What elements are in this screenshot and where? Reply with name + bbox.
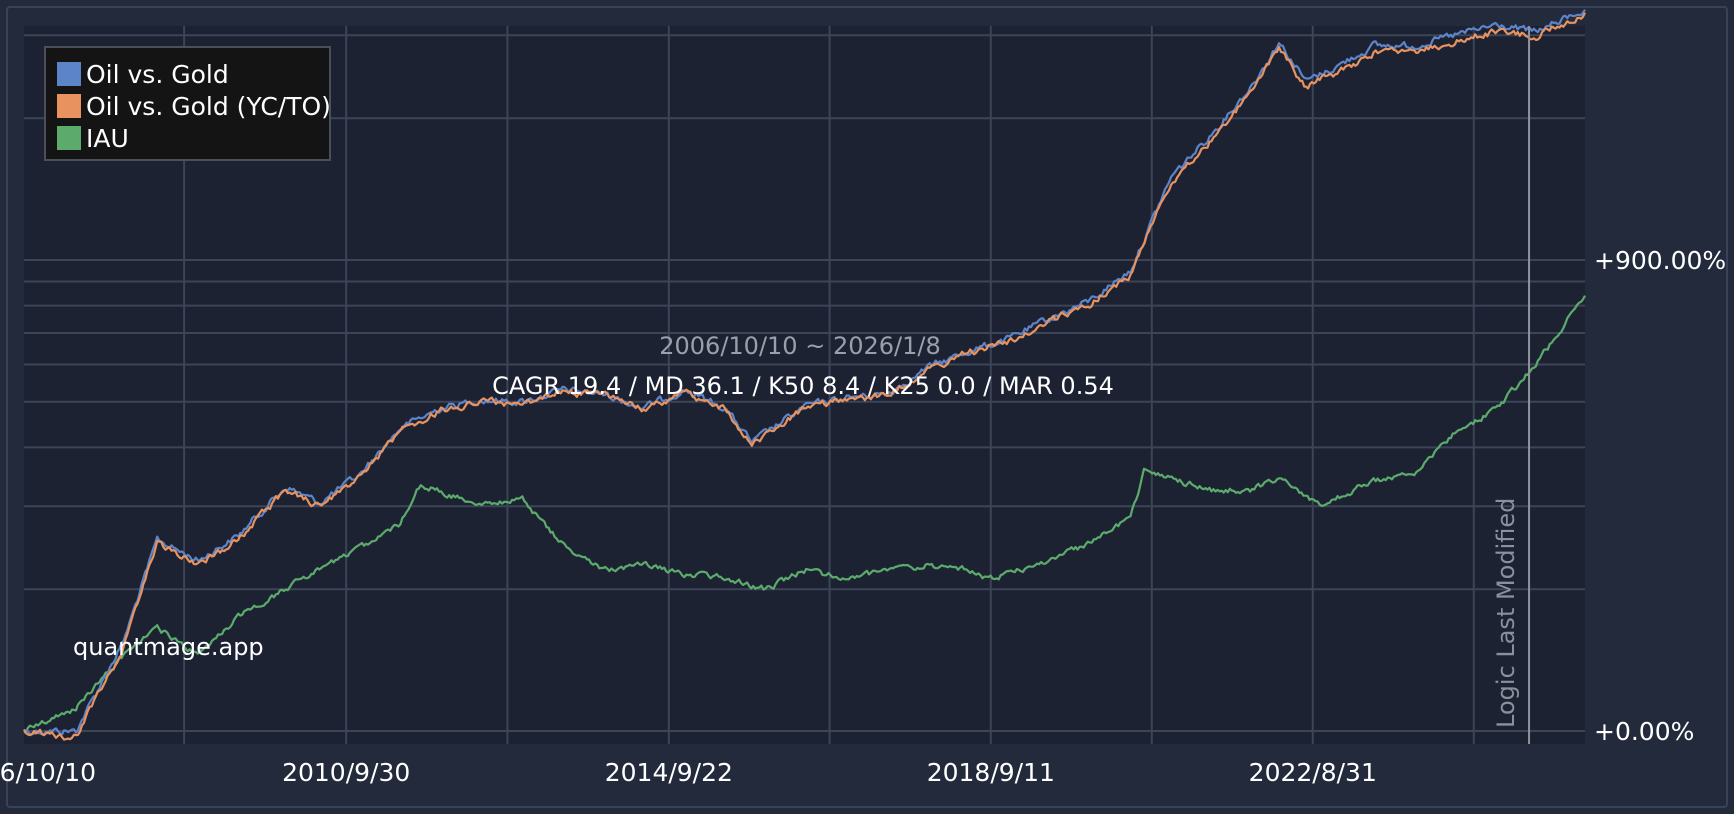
legend-label: Oil vs. Gold xyxy=(86,60,229,89)
legend-swatch xyxy=(57,126,81,150)
series-line-1 xyxy=(23,12,1586,741)
series-line-2 xyxy=(23,295,1586,734)
x-tick-label: 2018/9/11 xyxy=(927,758,1055,787)
y-tick-label: +0.00% xyxy=(1594,717,1694,746)
legend-swatch xyxy=(57,94,81,118)
y-tick-label: +900.00% xyxy=(1594,246,1726,275)
x-tick-label: 2022/8/31 xyxy=(1249,758,1377,787)
x-tick-label: 2014/9/22 xyxy=(605,758,733,787)
x-axis-ticks: 2006/10/10 2010/9/30 2014/9/22 2018/9/11 202… xyxy=(0,758,1377,787)
period-annotation: 2006/10/10 ~ 2026/1/8 xyxy=(659,332,940,360)
legend-swatch xyxy=(57,62,81,86)
watermark: quantmage.app xyxy=(73,633,264,661)
legend: Oil vs. Gold Oil vs. Gold (YC/TO) IAU xyxy=(44,46,331,161)
legend-label: Oil vs. Gold (YC/TO) xyxy=(86,92,331,121)
legend-box xyxy=(44,46,331,161)
stats-annotation: CAGR 19.4 / MD 36.1 / K50 8.4 / K25 0.0 … xyxy=(492,372,1114,400)
x-tick-label: 2006/10/10 xyxy=(0,758,96,787)
logic-last-modified-label: Logic Last Modified xyxy=(1492,498,1520,728)
x-tick-label: 2010/9/30 xyxy=(282,758,410,787)
y-axis-ticks: +0.00% +900.00% xyxy=(1594,246,1726,746)
legend-label: IAU xyxy=(86,124,129,153)
series-layer xyxy=(23,9,1586,741)
